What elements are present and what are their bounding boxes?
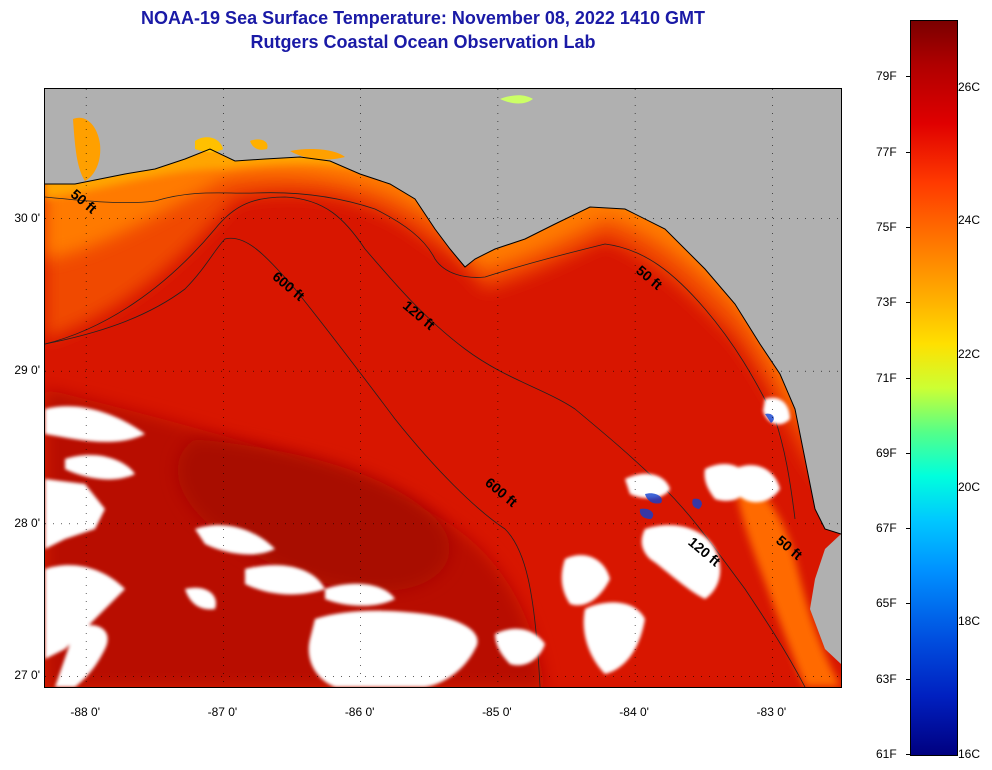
temperature-colorbar	[910, 20, 958, 756]
colorbar-fahrenheit-label: 71F	[876, 370, 897, 385]
bay	[195, 137, 223, 153]
colorbar-tick	[906, 76, 910, 78]
colorbar-fahrenheit-label: 69F	[876, 445, 897, 460]
colorbar-fahrenheit-label: 67F	[876, 521, 897, 536]
longitude-tick-label: -84 0'	[619, 705, 649, 719]
colorbar-fahrenheit-label: 79F	[876, 69, 897, 84]
map-title: NOAA-19 Sea Surface Temperature: Novembe…	[141, 8, 705, 28]
inland-lake	[500, 95, 533, 104]
colorbar-celsius-label: 22C	[958, 346, 981, 361]
colorbar-fahrenheit-label: 73F	[876, 295, 897, 310]
longitude-tick-label: -83 0'	[756, 705, 787, 719]
cold-pixels	[639, 413, 774, 519]
sst-map: 50 ft 600 ft 120 ft 50 ft 600 ft 120 ft 50 ft	[44, 88, 842, 688]
contour-50ft	[45, 192, 796, 520]
mobile-bay	[73, 117, 101, 181]
warm-eddy	[177, 439, 450, 591]
land-area	[45, 89, 841, 534]
bay	[250, 139, 268, 150]
latitude-tick-label: 27 0'	[14, 668, 40, 683]
colorbar-fahrenheit-label: 77F	[876, 144, 897, 159]
latitude-tick-label: 28 0'	[14, 515, 40, 530]
colorbar-fahrenheit-label: 61F	[876, 747, 897, 761]
longitude-tick-label: -87 0'	[207, 705, 238, 719]
map-subtitle: Rutgers Coastal Ocean Observation Lab	[250, 32, 596, 52]
peninsula-land	[810, 534, 841, 664]
colorbar-tick	[906, 151, 910, 153]
colorbar-tick	[906, 302, 910, 304]
colorbar-fahrenheit-label: 65F	[876, 596, 897, 611]
colorbar-fahrenheit-label: 63F	[876, 671, 897, 686]
colorbar-tick	[906, 678, 910, 680]
colorbar-fahrenheit-label: 75F	[876, 220, 897, 235]
east-coastal-strip	[735, 469, 841, 687]
cloud-mask	[45, 397, 790, 687]
colorbar-celsius-label: 20C	[958, 480, 981, 495]
longitude-tick-label: -86 0'	[344, 705, 375, 719]
contour-120ft	[45, 196, 806, 687]
longitude-tick-label: -88 0'	[70, 705, 100, 719]
colorbar-celsius-label: 16C	[958, 747, 981, 761]
colorbar-tick	[906, 452, 910, 454]
coastline	[45, 148, 841, 535]
bay	[290, 149, 345, 160]
latitude-tick-label: 30 0'	[14, 210, 40, 225]
colorbar-tick	[906, 603, 910, 605]
colorbar-tick	[906, 227, 910, 229]
colorbar-celsius-label: 26C	[958, 79, 981, 94]
contour-600ft	[45, 237, 541, 687]
colorbar-celsius-label: 24C	[958, 213, 981, 228]
latitude-tick-label: 29 0'	[14, 363, 40, 378]
colorbar-tick	[906, 377, 910, 379]
colorbar-tick	[906, 528, 910, 530]
longitude-tick-label: -85 0'	[482, 705, 512, 719]
colorbar-tick	[906, 754, 910, 755]
colorbar-celsius-label: 18C	[958, 613, 981, 628]
